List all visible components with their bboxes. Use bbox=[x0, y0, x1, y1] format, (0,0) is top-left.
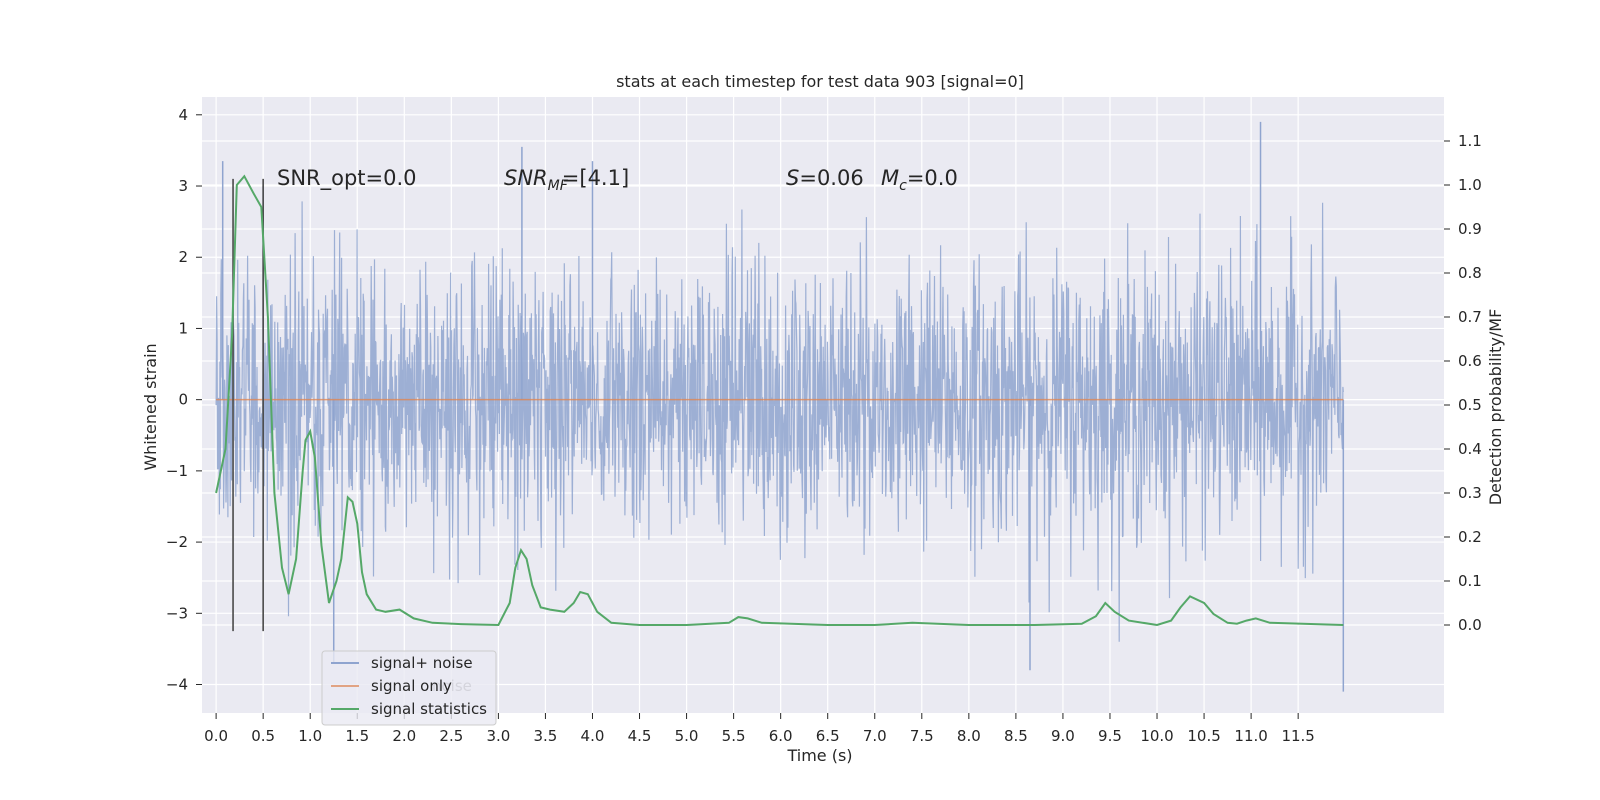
annotation-snr-opt: SNR_opt=0.0 bbox=[277, 166, 417, 191]
annotation-mc-value: =0.0 bbox=[907, 166, 958, 190]
annotation-mc: Mc=0.0 bbox=[881, 166, 958, 194]
series-signal-noise bbox=[215, 121, 1345, 692]
y-tick-label: 0 bbox=[178, 391, 188, 409]
y-tick-label: 1 bbox=[178, 319, 188, 337]
x-tick-label: 7.5 bbox=[910, 727, 934, 745]
chart-title: stats at each timestep for test data 903… bbox=[616, 72, 1024, 91]
x-axis-label: Time (s) bbox=[786, 746, 852, 765]
x-tick-label: 2.0 bbox=[392, 727, 416, 745]
x-tick-label: 10.5 bbox=[1187, 727, 1220, 745]
y-tick-label: −4 bbox=[166, 676, 188, 694]
x-tick-label: 5.0 bbox=[675, 727, 699, 745]
annotation-mc-subscript: c bbox=[899, 178, 907, 194]
annotation-s-symbol: S bbox=[786, 166, 799, 190]
x-tick-label: 6.5 bbox=[816, 727, 840, 745]
x-tick-label: 0.0 bbox=[204, 727, 228, 745]
y-tick-label: −2 bbox=[166, 533, 188, 551]
x-tick-label: 11.0 bbox=[1234, 727, 1267, 745]
y-tick-label: −1 bbox=[166, 462, 188, 480]
y-axis-label: Whitened strain bbox=[141, 343, 160, 470]
right-tick-label: 0.8 bbox=[1458, 264, 1482, 282]
x-tick-label: 11.5 bbox=[1281, 727, 1314, 745]
x-tick-label: 9.5 bbox=[1098, 727, 1122, 745]
legend: noise signal+ noise signal only signal s… bbox=[321, 650, 497, 726]
right-tick-label: 0.6 bbox=[1458, 352, 1482, 370]
right-tick-label: 0.3 bbox=[1458, 484, 1482, 502]
annotation-mc-symbol: M bbox=[881, 166, 899, 190]
x-tick-label: 1.0 bbox=[298, 727, 322, 745]
legend-behind-text: noise bbox=[432, 677, 472, 695]
annotation-snr-mf-subscript: MF bbox=[548, 178, 569, 194]
x-tick-label: 3.0 bbox=[486, 727, 510, 745]
legend-label-signal-statistics: signal statistics bbox=[371, 700, 487, 718]
annotation-snr-mf-symbol: SNR bbox=[504, 166, 548, 190]
annotation-s-value: =0.06 bbox=[799, 166, 863, 190]
y-axis-ticks: −4 −3 −2 −1 0 1 2 3 4 bbox=[166, 106, 202, 694]
signal-statistics-line bbox=[215, 174, 1344, 627]
x-tick-label: 9.0 bbox=[1051, 727, 1075, 745]
x-tick-label: 8.5 bbox=[1004, 727, 1028, 745]
x-tick-label: 4.0 bbox=[581, 727, 605, 745]
x-tick-label: 3.5 bbox=[534, 727, 558, 745]
x-tick-label: 4.5 bbox=[628, 727, 652, 745]
x-tick-label: 2.5 bbox=[439, 727, 463, 745]
x-axis-ticks: 0.0 0.5 1.0 1.5 2.0 2.5 3.0 3.5 4.0 4.5 5.0 5.5 6.0 6… bbox=[204, 713, 1315, 745]
y-tick-label: 4 bbox=[178, 106, 188, 124]
right-tick-label: 0.5 bbox=[1458, 396, 1482, 414]
x-tick-label: 8.0 bbox=[957, 727, 981, 745]
x-tick-label: 7.0 bbox=[863, 727, 887, 745]
legend-label-signal-only: signal only bbox=[371, 677, 452, 695]
annotation-snr-mf-value: =[4.1] bbox=[562, 166, 629, 190]
x-tick-label: 1.5 bbox=[345, 727, 369, 745]
legend-box bbox=[321, 650, 497, 726]
right-tick-label: 0.0 bbox=[1458, 616, 1482, 634]
y-tick-label: 2 bbox=[178, 248, 188, 266]
x-tick-label: 5.5 bbox=[722, 727, 746, 745]
right-tick-label: 0.2 bbox=[1458, 528, 1482, 546]
right-tick-label: 1.1 bbox=[1458, 132, 1482, 150]
legend-label-signal-noise: signal+ noise bbox=[371, 654, 473, 672]
annotations: SNR_opt=0.0 SNRMF=[4.1] S=0.06 Mc=0.0 bbox=[277, 166, 958, 194]
x-tick-label: 6.0 bbox=[769, 727, 793, 745]
right-tick-label: 1.0 bbox=[1458, 176, 1482, 194]
right-axis-ticks: 0.0 0.1 0.2 0.3 0.4 0.5 0.6 0.7 0.8 0.9 1.0 1.1 bbox=[1444, 132, 1482, 634]
y-tick-label: 3 bbox=[178, 177, 188, 195]
right-tick-label: 0.9 bbox=[1458, 220, 1482, 238]
right-tick-label: 0.4 bbox=[1458, 440, 1482, 458]
series-signal-statistics bbox=[215, 174, 1344, 627]
signal-noise-line bbox=[215, 201, 1344, 642]
right-tick-label: 0.1 bbox=[1458, 572, 1482, 590]
y-tick-label: −3 bbox=[166, 604, 188, 622]
right-tick-label: 0.7 bbox=[1458, 308, 1482, 326]
x-tick-label: 10.0 bbox=[1140, 727, 1173, 745]
x-tick-label: 0.5 bbox=[251, 727, 275, 745]
annotation-s: S=0.06 bbox=[786, 166, 864, 190]
annotation-snr-mf: SNRMF=[4.1] bbox=[504, 166, 629, 194]
right-axis-label: Detection probability/MF bbox=[1486, 309, 1505, 506]
